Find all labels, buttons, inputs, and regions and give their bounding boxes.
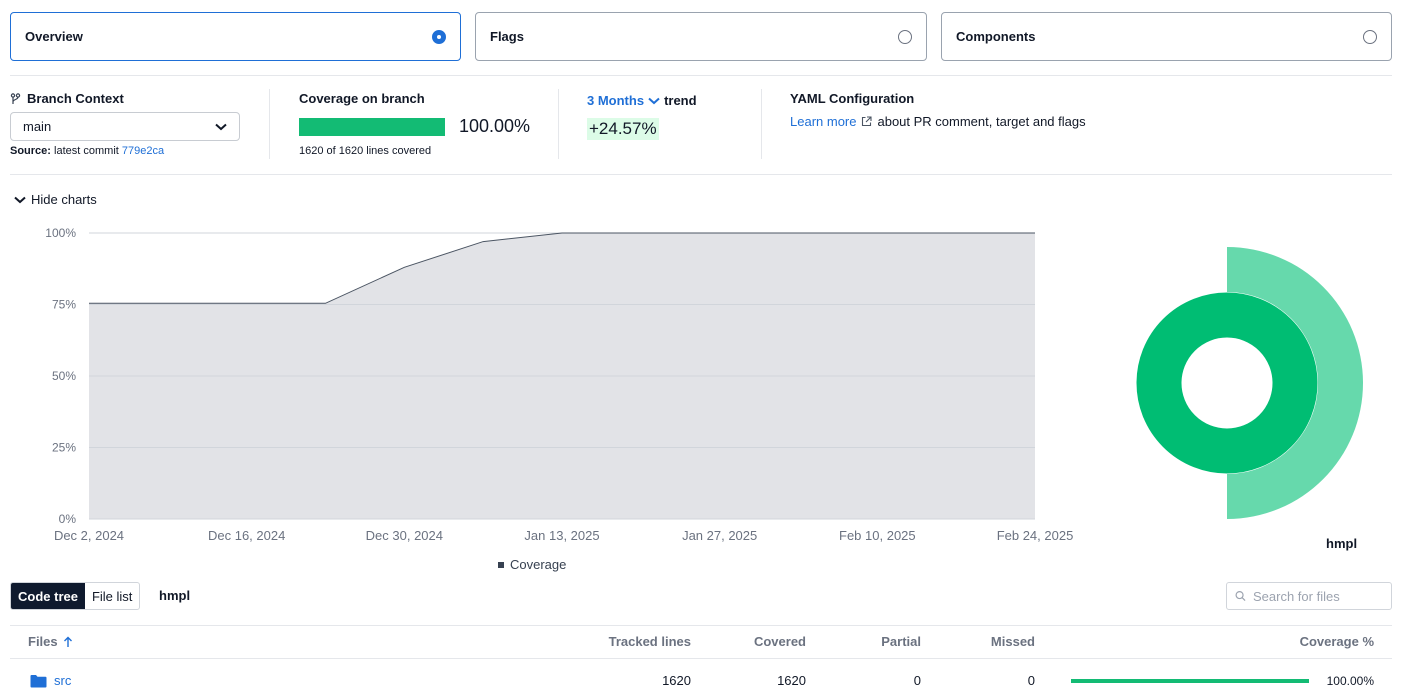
- divider: [558, 89, 559, 159]
- file-name-link[interactable]: src: [54, 673, 72, 688]
- chevron-down-icon: [215, 123, 227, 130]
- x-tick-label: Dec 16, 2024: [208, 528, 285, 543]
- radio-selected-icon[interactable]: [432, 29, 446, 44]
- branch-source: Source: latest commit 779e2ca: [10, 145, 164, 157]
- repo-breadcrumb[interactable]: hmpl: [159, 588, 191, 603]
- sunburst-label: hmpl: [1326, 536, 1358, 551]
- tab-overview-label: Overview: [25, 29, 83, 44]
- chevron-down-icon[interactable]: [648, 97, 660, 105]
- git-branch-icon: [10, 92, 21, 104]
- tab-flags-label: Flags: [490, 29, 524, 44]
- partial-header[interactable]: Partial: [881, 634, 921, 649]
- y-tick-label: 25%: [52, 441, 76, 455]
- search-input[interactable]: [1253, 588, 1383, 604]
- coverage-percent: 100.00%: [459, 116, 531, 136]
- x-tick-label: Jan 27, 2025: [682, 528, 757, 543]
- source-label: Source:: [10, 145, 51, 157]
- tab-overview[interactable]: Overview: [10, 12, 461, 61]
- legend-label: Coverage: [510, 557, 566, 572]
- row-coverage-bar: [1071, 679, 1309, 683]
- hide-charts-button[interactable]: Hide charts: [14, 192, 97, 207]
- files-column-header[interactable]: Files: [28, 634, 73, 649]
- tab-flags[interactable]: Flags: [475, 12, 927, 61]
- covered-header[interactable]: Covered: [753, 634, 806, 649]
- radio-icon[interactable]: [898, 29, 912, 44]
- yaml-description: about PR comment, target and flags: [877, 114, 1086, 129]
- coverage-area-chart: 0% 25% 50% 75% 100% Dec 2, 2024 Dec 16, 2024 De…: [45, 226, 1074, 572]
- divider: [10, 658, 1392, 659]
- folder-icon: [30, 674, 47, 687]
- trend-header: 3 Months trend: [587, 93, 697, 108]
- coverage-on-branch-title: Coverage on branch: [299, 91, 425, 106]
- lines-covered-text: 1620 of 1620 lines covered: [299, 145, 432, 157]
- radio-icon[interactable]: [1363, 29, 1377, 44]
- coverage-percent-cell: 100.00%: [1326, 674, 1374, 688]
- missed-cell: 0: [1027, 673, 1035, 688]
- legend-swatch: [498, 562, 504, 568]
- tracked-lines-header[interactable]: Tracked lines: [608, 634, 691, 649]
- partial-cell: 0: [913, 673, 921, 688]
- coverage-progress-bar: [299, 118, 445, 136]
- file-name-cell[interactable]: src: [30, 673, 71, 688]
- divider: [269, 89, 270, 159]
- x-tick-label: Dec 30, 2024: [366, 528, 443, 543]
- tab-components-label: Components: [956, 29, 1036, 44]
- external-link-icon[interactable]: [861, 116, 873, 127]
- branch-select[interactable]: main: [10, 112, 240, 141]
- x-tick-label: Feb 10, 2025: [839, 528, 916, 543]
- covered-cell: 1620: [777, 673, 806, 688]
- tab-components[interactable]: Components: [941, 12, 1392, 61]
- commit-link[interactable]: 779e2ca: [121, 145, 165, 157]
- x-tick-label: Feb 24, 2025: [997, 528, 1074, 543]
- trend-label: trend: [664, 93, 697, 108]
- row-coverage-fill: [1071, 679, 1309, 683]
- sort-arrow-up-icon[interactable]: [63, 636, 73, 648]
- hide-charts-label: Hide charts: [31, 192, 97, 207]
- trend-period-select[interactable]: 3 Months: [587, 93, 645, 108]
- tracked-lines-cell: 1620: [662, 673, 691, 688]
- sunburst-inner-ring[interactable]: [1136, 292, 1318, 474]
- x-tick-label: Jan 13, 2025: [524, 528, 599, 543]
- divider: [10, 625, 1392, 626]
- code-tree-button[interactable]: Code tree: [11, 583, 85, 609]
- missed-header[interactable]: Missed: [990, 634, 1035, 649]
- source-text: latest commit: [54, 145, 119, 157]
- y-tick-label: 100%: [45, 226, 76, 240]
- y-tick-label: 0%: [59, 512, 77, 526]
- trend-value: +24.57%: [587, 118, 659, 140]
- yaml-title: YAML Configuration: [790, 91, 915, 106]
- sunburst-chart: [1136, 247, 1363, 519]
- view-toggle: Code tree File list: [10, 582, 141, 610]
- divider: [10, 174, 1392, 175]
- file-search[interactable]: [1226, 582, 1392, 610]
- yaml-text: Learn more about PR comment, target and …: [790, 114, 1086, 129]
- coverage-progress-fill: [299, 118, 445, 136]
- files-header-label: Files: [28, 634, 58, 649]
- coverage-percent-header[interactable]: Coverage %: [1299, 634, 1374, 649]
- divider: [761, 89, 762, 159]
- coverage-line: [89, 232, 1035, 304]
- x-tick-label: Dec 2, 2024: [54, 528, 124, 543]
- divider: [10, 75, 1392, 76]
- branch-context-title: Branch Context: [10, 91, 124, 106]
- branch-context-label: Branch Context: [27, 91, 124, 106]
- chevron-down-icon: [14, 196, 26, 203]
- search-icon: [1235, 591, 1246, 602]
- y-tick-label: 75%: [52, 298, 76, 312]
- file-list-button[interactable]: File list: [91, 588, 133, 604]
- branch-select-value: main: [23, 119, 52, 134]
- sunburst-outer-ring[interactable]: [1227, 247, 1363, 519]
- learn-more-link[interactable]: Learn more: [790, 114, 857, 129]
- y-tick-label: 50%: [52, 369, 76, 383]
